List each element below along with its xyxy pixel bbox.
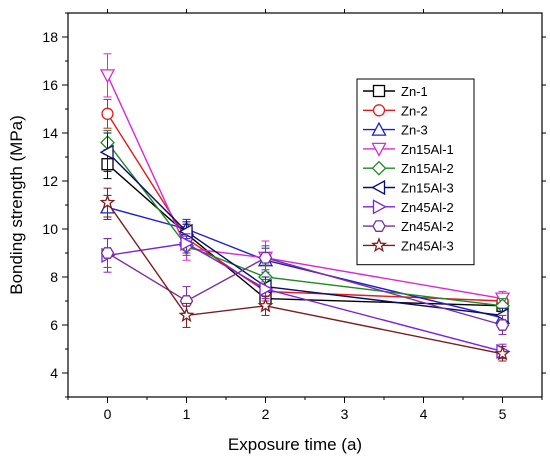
data-point: [258, 251, 273, 264]
legend-marker: [371, 179, 386, 196]
y-tick-label: 16: [42, 77, 58, 93]
legend-marker: [371, 142, 387, 157]
legend-item: Zn45Al-3: [363, 237, 454, 253]
x-tick-label: 4: [420, 406, 428, 422]
y-tick-label: 8: [50, 269, 58, 285]
legend-label: Zn45Al-2: [401, 219, 454, 234]
series-line: [106, 113, 503, 302]
legend-label: Zn-2: [401, 103, 428, 118]
legend-label: Zn15Al-1: [401, 142, 454, 157]
legend-item: Zn15Al-2: [363, 160, 454, 176]
legend-label: Zn15Al-3: [401, 181, 454, 196]
data-point: [99, 69, 116, 84]
data-point: [178, 307, 195, 323]
y-tick-label: 6: [50, 317, 58, 333]
series-line: [107, 252, 503, 326]
x-axis-title: Exposure time (a): [228, 435, 362, 454]
x-tick-label: 5: [499, 406, 507, 422]
legend-marker: [372, 220, 386, 232]
series-line: [107, 206, 503, 319]
data-point: [101, 107, 114, 120]
legend-label: Zn45Al-2: [401, 200, 454, 215]
x-tick-label: 1: [183, 406, 191, 422]
y-axis-title: Bonding strength (MPa): [7, 115, 26, 295]
legend-item: Zn15Al-1: [363, 142, 454, 157]
legend-item: Zn15Al-3: [363, 179, 454, 196]
legend-item: Zn-2: [363, 103, 428, 118]
y-tick-label: 14: [42, 125, 58, 141]
data-point: [99, 144, 114, 160]
legend-label: Zn45Al-3: [401, 238, 454, 253]
legend-marker: [372, 199, 387, 215]
series-zn45al-2: [100, 238, 510, 336]
data-point: [257, 297, 274, 313]
legend-item: Zn45Al-2: [363, 199, 454, 215]
legend-marker: [372, 84, 386, 98]
data-point: [259, 281, 274, 297]
x-tick-label: 0: [104, 406, 112, 422]
series-layer: [99, 53, 511, 362]
legend-marker: [372, 104, 386, 117]
legend-label: Zn-3: [401, 123, 428, 138]
series-zn45al-3: [99, 187, 511, 362]
legend-marker: [371, 237, 387, 253]
legend: Zn-1 Zn-2 Zn-3 Zn15Al-1 Zn15Al-2 Zn15Al-3 Zn45…: [356, 78, 475, 266]
y-tick-label: 4: [50, 365, 58, 381]
y-tick-label: 12: [42, 173, 58, 189]
legend-marker: [371, 160, 387, 176]
legend-marker: [371, 121, 387, 136]
data-point: [99, 194, 116, 210]
legend-label: Zn15Al-2: [401, 161, 454, 176]
y-tick-label: 10: [42, 221, 58, 237]
data-point: [495, 319, 510, 331]
data-point: [180, 235, 195, 251]
legend-item: Zn-3: [363, 121, 428, 138]
series-line: [107, 151, 503, 317]
y-tick-label: 18: [42, 29, 58, 45]
legend-item: Zn-1: [363, 84, 428, 99]
series-line: [106, 75, 503, 300]
x-tick-label: 2: [262, 406, 270, 422]
series-line: [107, 242, 503, 353]
data-point: [494, 345, 511, 361]
data-point: [100, 247, 115, 259]
legend-label: Zn-1: [401, 84, 428, 99]
series-line: [106, 202, 503, 355]
legend-item: Zn45Al-2: [363, 219, 454, 234]
x-tick-label: 3: [341, 406, 349, 422]
